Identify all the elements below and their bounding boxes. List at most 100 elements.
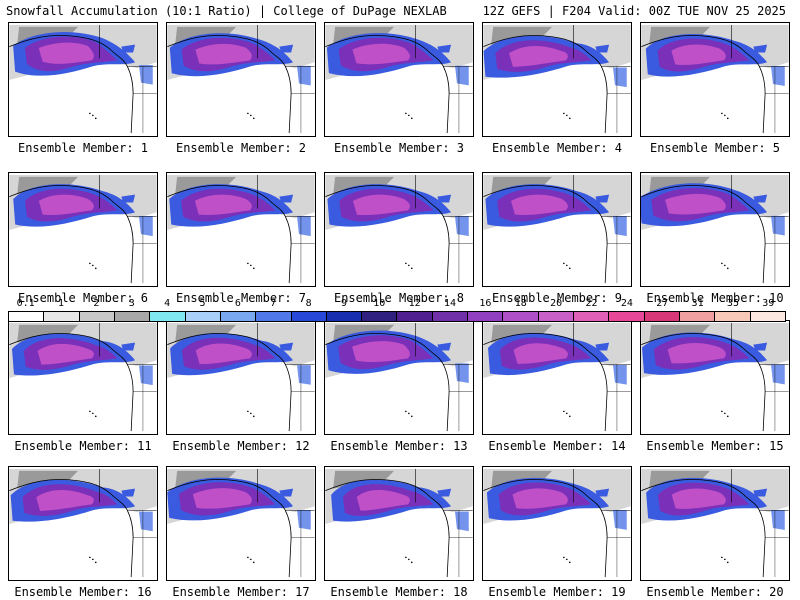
colorbar-swatch [9,312,45,321]
ensemble-panel-13: Ensemble Member: 13 [324,320,474,453]
ensemble-panel-18: Ensemble Member: 18 [324,466,474,599]
ensemble-panel-16: Ensemble Member: 16 [8,466,158,599]
ensemble-panel-7: Ensemble Member: 7 [166,172,316,305]
panel-caption: Ensemble Member: 18 [330,585,468,599]
model-run-info: 12Z GEFS | F204 Valid: 00Z TUE NOV 25 20… [482,4,786,18]
ensemble-panel-9: Ensemble Member: 9 [482,172,632,305]
ensemble-panel-19: Ensemble Member: 19 [482,466,632,599]
colorbar-swatch [150,312,186,321]
snowfall-map [324,466,474,581]
colorbar-swatch [715,312,751,321]
snowfall-map [324,320,474,435]
snowfall-map [640,22,790,137]
snowfall-map [166,172,316,287]
snowfall-map [8,320,158,435]
colorbar-tick-label: 12 [408,298,421,309]
panel-caption: Ensemble Member: 7 [175,291,307,305]
colorbar-swatch [609,312,645,321]
colorbar-tick-label: 31 [691,298,704,309]
colorbar-tick-label: 3 [128,298,135,309]
colorbar-tick-label: 22 [585,298,598,309]
snowfall-map [324,22,474,137]
colorbar-swatch [503,312,539,321]
panel-caption: Ensemble Member: 11 [14,439,152,453]
colorbar-swatch [574,312,610,321]
colorbar-tick-label: 6 [234,298,241,309]
colorbar-swatch [362,312,398,321]
colorbar-swatch [220,312,257,321]
colorbar-tick-label: 24 [620,298,633,309]
ensemble-panel-11: Ensemble Member: 11 [8,320,158,453]
snowfall-map [640,172,790,287]
ensemble-panel-17: Ensemble Member: 17 [166,466,316,599]
panel-caption: Ensemble Member: 19 [488,585,626,599]
colorbar-swatch [432,312,469,321]
colorbar-tick-label: 5 [199,298,206,309]
ensemble-panel-12: Ensemble Member: 12 [166,320,316,453]
ensemble-panel-4: Ensemble Member: 4 [482,22,632,155]
ensemble-panel-8: Ensemble Member: 8 [324,172,474,305]
colorbar-swatch [256,312,292,321]
colorbar-tick-label: 1 [58,298,65,309]
colorbar-swatch [397,312,433,321]
colorbar-tick-label: 35 [726,298,739,309]
colorbar-tick-label: 18 [514,298,527,309]
colorbar-swatch [326,312,363,321]
panel-caption: Ensemble Member: 2 [175,141,307,155]
ensemble-panel-2: Ensemble Member: 2 [166,22,316,155]
panel-caption: Ensemble Member: 15 [646,439,784,453]
panel-caption: Ensemble Member: 10 [646,291,784,305]
colorbar-swatch [79,312,115,321]
colorbar-swatch [750,312,785,321]
snowfall-map [482,320,632,435]
ensemble-panel-6: Ensemble Member: 6 [8,172,158,305]
panel-caption: Ensemble Member: 8 [333,291,465,305]
colorbar-tick-label: 2 [93,298,100,309]
colorbar-swatch [538,312,574,321]
colorbar-swatches [8,311,786,322]
snowfall-map [640,320,790,435]
colorbar-tick-label: 0.1 [16,298,35,309]
colorbar-legend: 0.1 1 2 3 4 5 6 7 8 9 10 12 14 16 18 20 22 24 27 31 35 39 [8,298,786,322]
colorbar-tick-label: 4 [164,298,171,309]
colorbar-tick-label: 10 [373,298,386,309]
ensemble-panel-15: Ensemble Member: 15 [640,320,790,453]
ensemble-panel-5: Ensemble Member: 5 [640,22,790,155]
snowfall-map [166,466,316,581]
panel-caption: Ensemble Member: 16 [14,585,152,599]
ensemble-panel-14: Ensemble Member: 14 [482,320,632,453]
colorbar-tick-label: 20 [550,298,563,309]
snowfall-map [640,466,790,581]
colorbar-swatch [44,312,80,321]
snowfall-map [8,172,158,287]
panel-caption: Ensemble Member: 9 [491,291,623,305]
colorbar-tick-label: 9 [340,298,347,309]
colorbar-labels: 0.1 1 2 3 4 5 6 7 8 9 10 12 14 16 18 20 22 24 27 31 35 39 [8,298,786,310]
snowfall-map [324,172,474,287]
colorbar-tick-label: 16 [479,298,492,309]
snowfall-map [482,172,632,287]
colorbar-swatch [114,312,151,321]
panel-caption: Ensemble Member: 4 [491,141,623,155]
panel-caption: Ensemble Member: 17 [172,585,310,599]
snowfall-map [482,22,632,137]
colorbar-swatch [185,312,221,321]
panel-caption: Ensemble Member: 5 [649,141,781,155]
ensemble-panel-1: Ensemble Member: 1 [8,22,158,155]
snowfall-map [166,22,316,137]
panel-caption: Ensemble Member: 20 [646,585,784,599]
colorbar-tick-label: 7 [270,298,277,309]
colorbar-tick-label: 27 [656,298,669,309]
map-title: Snowfall Accumulation (10:1 Ratio) | Col… [6,4,447,18]
colorbar-tick-label: 14 [444,298,457,309]
ensemble-panel-10: Ensemble Member: 10 [640,172,790,305]
colorbar-swatch [291,312,327,321]
snowfall-map [166,320,316,435]
panel-caption: Ensemble Member: 12 [172,439,310,453]
panel-caption: Ensemble Member: 3 [333,141,465,155]
snowfall-map [8,22,158,137]
ensemble-panel-20: Ensemble Member: 20 [640,466,790,599]
panel-caption: Ensemble Member: 1 [17,141,149,155]
colorbar-swatch [644,312,680,321]
panel-caption: Ensemble Member: 6 [17,291,149,305]
